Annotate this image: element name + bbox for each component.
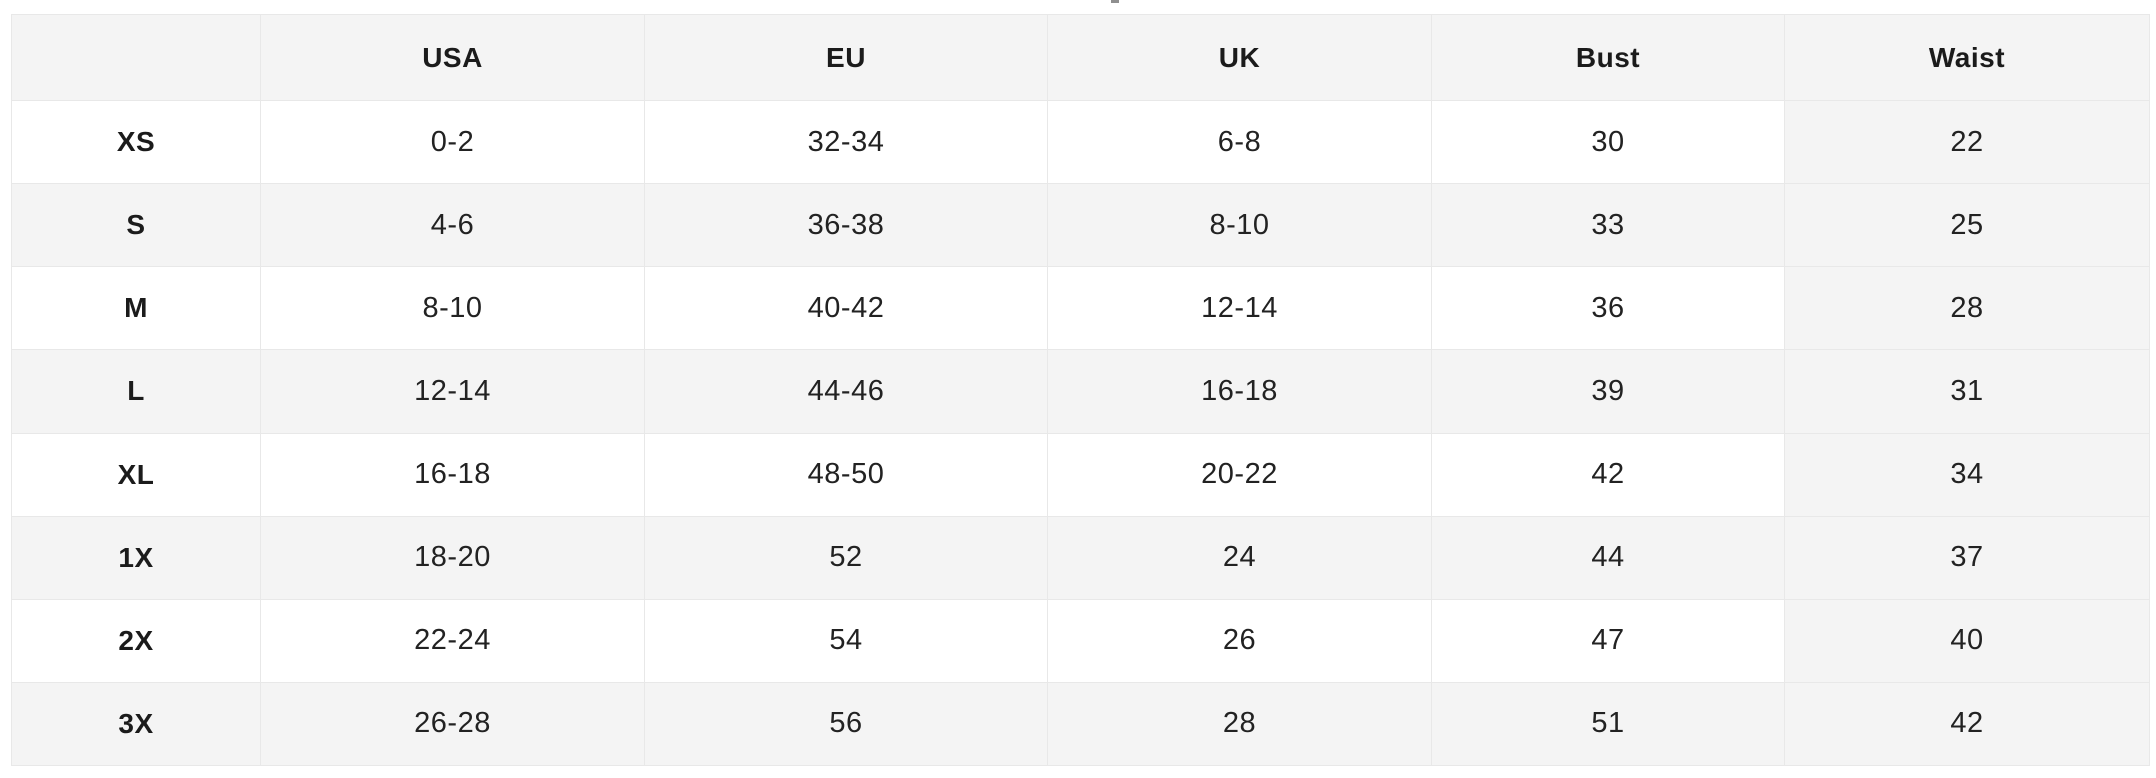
column-header-bust: Bust bbox=[1431, 14, 1785, 101]
row-label-l: L bbox=[11, 349, 261, 434]
header-row: USA EU UK Bust Waist bbox=[11, 14, 2150, 101]
cell-m-uk: 12-14 bbox=[1047, 266, 1432, 351]
column-header-eu: EU bbox=[644, 14, 1048, 101]
table-row-m: M 8-10 40-42 12-14 36 28 bbox=[11, 266, 2150, 351]
cell-xs-usa: 0-2 bbox=[260, 99, 645, 185]
row-label-xl: XL bbox=[11, 432, 261, 517]
row-label-1x: 1X bbox=[11, 515, 261, 600]
cell-s-eu: 36-38 bbox=[644, 183, 1048, 268]
cell-m-bust: 36 bbox=[1431, 266, 1785, 351]
table-row-3x: 3X 26-28 56 28 51 42 bbox=[11, 681, 2150, 767]
cell-2x-eu: 54 bbox=[644, 598, 1048, 683]
cell-3x-eu: 56 bbox=[644, 681, 1048, 767]
cell-3x-usa: 26-28 bbox=[260, 681, 645, 767]
row-label-3x: 3X bbox=[11, 681, 261, 767]
cell-1x-eu: 52 bbox=[644, 515, 1048, 600]
cell-l-usa: 12-14 bbox=[260, 349, 645, 434]
cell-xl-bust: 42 bbox=[1431, 432, 1785, 517]
cell-xl-eu: 48-50 bbox=[644, 432, 1048, 517]
row-label-s: S bbox=[11, 183, 261, 268]
table-row-l: L 12-14 44-46 16-18 39 31 bbox=[11, 349, 2150, 434]
cell-m-usa: 8-10 bbox=[260, 266, 645, 351]
cell-m-eu: 40-42 bbox=[644, 266, 1048, 351]
cell-l-uk: 16-18 bbox=[1047, 349, 1432, 434]
cell-1x-usa: 18-20 bbox=[260, 515, 645, 600]
cell-xs-waist: 22 bbox=[1784, 99, 2150, 185]
column-header-waist: Waist bbox=[1784, 14, 2150, 101]
cell-3x-waist: 42 bbox=[1784, 681, 2150, 767]
cell-xl-uk: 20-22 bbox=[1047, 432, 1432, 517]
cell-xs-uk: 6-8 bbox=[1047, 99, 1432, 185]
row-label-2x: 2X bbox=[11, 598, 261, 683]
row-label-xs: XS bbox=[11, 99, 261, 185]
cell-s-uk: 8-10 bbox=[1047, 183, 1432, 268]
table-row-xl: XL 16-18 48-50 20-22 42 34 bbox=[11, 432, 2150, 517]
table-row-s: S 4-6 36-38 8-10 33 25 bbox=[11, 183, 2150, 268]
cell-3x-uk: 28 bbox=[1047, 681, 1432, 767]
cell-xs-eu: 32-34 bbox=[644, 99, 1048, 185]
table-row-2x: 2X 22-24 54 26 47 40 bbox=[11, 598, 2150, 683]
column-header-uk: UK bbox=[1047, 14, 1432, 101]
cell-1x-waist: 37 bbox=[1784, 515, 2150, 600]
cell-xs-bust: 30 bbox=[1431, 99, 1785, 185]
cell-s-usa: 4-6 bbox=[260, 183, 645, 268]
column-header-usa: USA bbox=[260, 14, 645, 101]
cell-2x-usa: 22-24 bbox=[260, 598, 645, 683]
cell-s-waist: 25 bbox=[1784, 183, 2150, 268]
size-chart-table: USA EU UK Bust Waist XS 0-2 32-34 6-8 30… bbox=[11, 14, 2150, 767]
cell-m-waist: 28 bbox=[1784, 266, 2150, 351]
cell-s-bust: 33 bbox=[1431, 183, 1785, 268]
cell-l-eu: 44-46 bbox=[644, 349, 1048, 434]
table-row-1x: 1X 18-20 52 24 44 37 bbox=[11, 515, 2150, 600]
cell-2x-bust: 47 bbox=[1431, 598, 1785, 683]
cell-xl-waist: 34 bbox=[1784, 432, 2150, 517]
cropped-text-artifact bbox=[1111, 0, 1119, 3]
row-label-m: M bbox=[11, 266, 261, 351]
cell-1x-uk: 24 bbox=[1047, 515, 1432, 600]
cell-l-waist: 31 bbox=[1784, 349, 2150, 434]
corner-cell bbox=[11, 14, 261, 101]
cell-xl-usa: 16-18 bbox=[260, 432, 645, 517]
cell-3x-bust: 51 bbox=[1431, 681, 1785, 767]
cell-1x-bust: 44 bbox=[1431, 515, 1785, 600]
table-row-xs: XS 0-2 32-34 6-8 30 22 bbox=[11, 99, 2150, 185]
cell-l-bust: 39 bbox=[1431, 349, 1785, 434]
cell-2x-waist: 40 bbox=[1784, 598, 2150, 683]
cell-2x-uk: 26 bbox=[1047, 598, 1432, 683]
